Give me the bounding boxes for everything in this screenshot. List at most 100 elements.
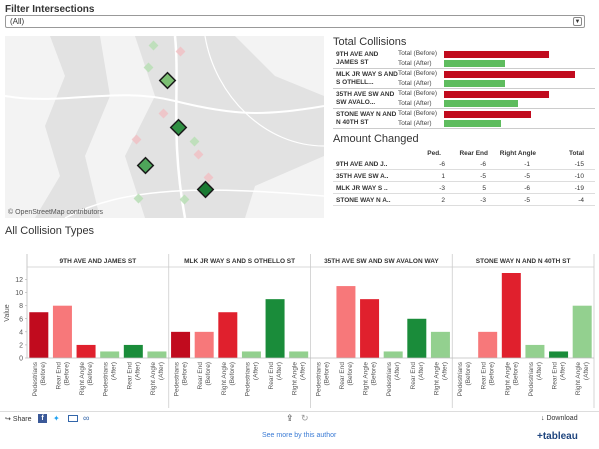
x-tick-label: Right Angle (After) [433,362,448,396]
panel-header: STONE WAY N AND N 40TH ST [476,258,571,265]
bar-1-3 [241,351,261,358]
table-street-cell: 9TH AVE AND J.. [336,161,388,168]
download-label: Download [546,415,578,422]
panel-header: MLK JR WAY S AND S OTHELLO ST [184,258,295,265]
x-tick-label-line: Right Angle [363,362,370,396]
x-tick-label: Right Angle (Before) [221,362,236,396]
total-collisions-row[interactable]: MLK JR WAY S AND S OTHELL... Total (Befor… [333,69,595,89]
table-value-cell: 2 [441,197,445,204]
share-icon: ↪ [5,416,11,423]
x-tick-label: Rear End (After) [552,362,567,390]
map-graphic [5,36,324,218]
x-tick-label-line: Right Angle [79,362,86,396]
amount-changed-row[interactable]: MLK JR WAY S .. -3 5 -6 -19 [333,182,595,194]
total-after-bar[interactable] [444,120,501,127]
y-tick-label: 8 [19,303,23,310]
table-value-cell: -19 [574,185,584,192]
total-collisions-row[interactable]: 35TH AVE SW AND SW AVALO... Total (Before… [333,89,595,109]
total-before-bar[interactable] [444,51,549,58]
bar-2-1 [336,286,356,358]
bar-1-4 [265,299,285,358]
amount-changed-row[interactable]: 9TH AVE AND J.. -6 -6 -1 -15 [333,158,595,170]
bar-3-4 [549,351,569,358]
bar-1-2 [218,312,238,358]
x-tick-label-line: Rear End [55,362,62,390]
x-tick-label-line: Pedestrians [528,361,535,396]
total-after-bar[interactable] [444,80,506,87]
x-tick-label-line: Pedestrians [244,361,251,396]
x-tick-label-line: Rear End [339,362,346,390]
share-button[interactable]: ↪ Share [5,415,32,423]
x-tick-label: Pedestrians (Before) [32,361,47,396]
x-tick-label-line: (After) [276,362,283,380]
total-after-bar[interactable] [444,60,506,67]
share-label: Share [12,416,32,423]
table-street-cell: 35TH AVE SW A.. [336,173,389,180]
facebook-icon[interactable]: f [38,414,47,423]
x-tick-label-line: (Before) [347,362,354,385]
y-tick-label: 6 [19,316,23,323]
x-tick-label: Right Angle (Before) [363,362,378,396]
map-credit: © OpenStreetMap contributors [8,209,104,216]
col-header-ped: Ped. [427,150,441,157]
x-tick-label: Rear End (Before) [481,362,496,390]
x-tick-label: Pedestrians (Before) [174,361,189,396]
x-tick-label: Pedestrians (Before) [457,361,472,396]
total-collisions-row[interactable]: 9TH AVE AND JAMES ST Total (Before) Total … [333,49,595,69]
bar-0-0 [29,312,49,358]
revert-icon[interactable]: ↻ [301,413,309,423]
col-header-right-angle: Right Angle [499,150,536,157]
link-icon[interactable]: ∞ [83,413,90,423]
collision-map[interactable]: © OpenStreetMap contributors [5,36,324,218]
bar-0-5 [147,351,167,358]
amount-changed-title: Amount Changed [333,133,419,145]
x-tick-label-line: (Before) [323,362,330,385]
x-tick-label-line: (After) [300,362,307,380]
table-street-cell: MLK JR WAY S .. [336,185,388,192]
total-before-bar[interactable] [444,91,549,98]
x-tick-label-line: (After) [536,362,543,380]
x-tick-label: Pedestrians (After) [528,361,543,396]
before-label: Total (Before) [398,110,438,117]
bar-0-3 [100,351,120,358]
x-tick-label-line: (After) [441,362,448,380]
bar-3-1 [478,331,498,358]
twitter-icon[interactable]: ✦ [53,414,60,423]
table-value-cell: 5 [482,185,486,192]
amount-changed-row[interactable]: 35TH AVE SW A.. 1 -5 -5 -10 [333,170,595,182]
total-before-bar[interactable] [444,111,532,118]
export-icon[interactable]: ⇪ [286,413,294,423]
row-street-label: STONE WAY N AND N 40TH ST [336,111,397,126]
total-collisions-row[interactable]: STONE WAY N AND N 40TH ST Total (Before) T… [333,109,595,129]
table-value-cell: 1 [441,173,445,180]
after-label: Total (After) [398,120,432,127]
amount-changed-row[interactable]: STONE WAY N A.. 2 -3 -5 -4 [333,194,595,206]
filter-intersections-select[interactable]: (All) ▼ [5,15,585,28]
bar-3-2 [501,273,521,358]
x-tick-label: Right Angle (After) [292,362,307,396]
filter-title: Filter Intersections [5,4,95,15]
bar-3-3 [525,344,545,358]
author-link[interactable]: See more by this author [262,432,337,439]
bar-1-5 [289,351,309,358]
x-tick-label-line: (Before) [229,362,236,385]
bar-0-1 [52,305,72,358]
tableau-logo[interactable]: +tableau [537,431,578,442]
download-button[interactable]: ↓ Download [541,415,578,422]
filter-selected-value: (All) [10,17,25,26]
x-tick-label-line: (Before) [512,362,519,385]
x-tick-label-line: (After) [583,362,590,380]
total-after-bar[interactable] [444,100,519,107]
x-tick-label-line: (Before) [205,362,212,385]
email-icon[interactable] [68,415,78,422]
total-before-bar[interactable] [444,71,576,78]
x-tick-label-line: Pedestrians [103,361,110,396]
table-value-cell: -6 [524,185,530,192]
table-value-cell: -6 [439,161,445,168]
table-value-cell: -3 [439,185,445,192]
x-tick-label-line: Right Angle [221,362,228,396]
chevron-down-icon[interactable]: ▼ [573,17,582,26]
x-tick-label-line: (Before) [371,362,378,385]
x-tick-label-line: Right Angle [504,362,511,396]
x-tick-label-line: Rear End [197,362,204,390]
